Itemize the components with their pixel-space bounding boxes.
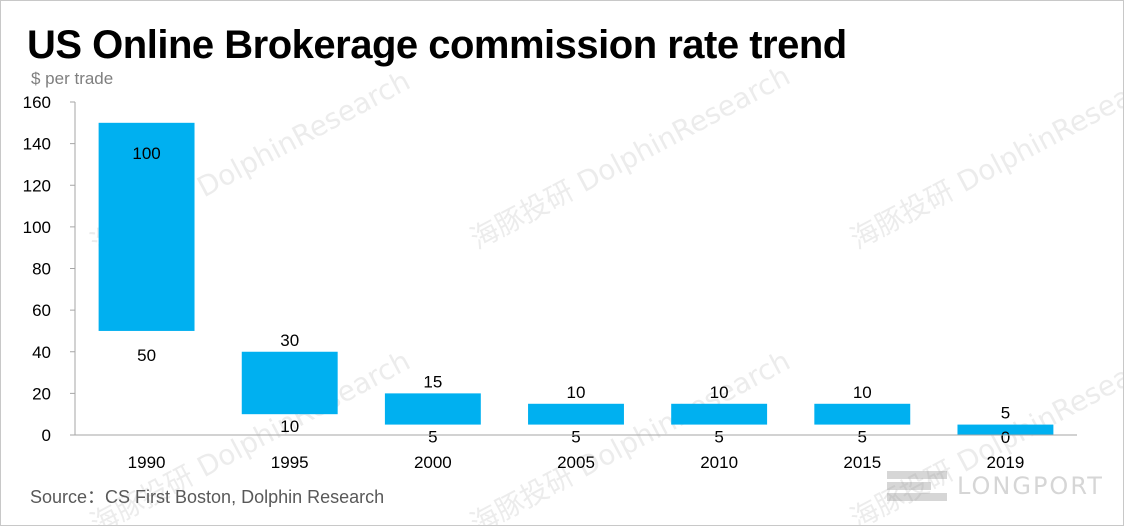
data-label-bottom-1995: 10 — [280, 417, 299, 436]
data-label-top-2000: 15 — [423, 372, 442, 391]
data-label-bottom-2005: 5 — [571, 428, 580, 447]
bar-2010 — [671, 403, 768, 425]
data-label-top-1995: 30 — [280, 331, 299, 350]
x-tick-label-2005: 2005 — [557, 453, 595, 472]
y-tick-label: 140 — [23, 135, 51, 154]
y-axis: 0 20 40 60 80 100 120 140 160 — [23, 93, 76, 445]
x-tick-label-2010: 2010 — [700, 453, 738, 472]
x-axis: 1990 1995 2000 2005 2010 2015 2019 — [75, 434, 1077, 472]
x-tick-label-1990: 1990 — [128, 453, 166, 472]
y-tick-label: 80 — [32, 260, 51, 279]
bars-group — [98, 122, 1054, 435]
y-tick-label: 120 — [23, 176, 51, 195]
data-label-bottom-2019: 0 — [1001, 428, 1010, 447]
y-tick-label: 0 — [42, 426, 51, 445]
x-tick-label-2015: 2015 — [843, 453, 881, 472]
y-tick-label: 20 — [32, 384, 51, 403]
y-tick-label: 40 — [32, 343, 51, 362]
data-label-bottom-2000: 5 — [428, 428, 437, 447]
x-tick-label-2000: 2000 — [414, 453, 452, 472]
data-label-top-2015: 10 — [853, 383, 872, 402]
bar-2005 — [528, 403, 624, 425]
x-tick-label-1995: 1995 — [271, 453, 309, 472]
bar-2015 — [814, 403, 911, 425]
bar-1990 — [98, 122, 195, 331]
data-label-bottom-1990: 50 — [137, 346, 156, 365]
data-label-top-2005: 10 — [567, 383, 586, 402]
brand-logo-text: LONGPORT — [957, 472, 1104, 500]
data-label-bottom-2015: 5 — [858, 428, 867, 447]
data-label-top-1990: 100 — [132, 144, 160, 163]
y-axis-unit-label: $ per trade — [31, 69, 114, 88]
brand-logo: LONGPORT — [887, 471, 1104, 501]
data-label-bottom-2010: 5 — [714, 428, 723, 447]
bar-1995 — [241, 351, 338, 415]
x-tick-label-2019: 2019 — [987, 453, 1025, 472]
bar-2000 — [384, 393, 481, 425]
y-tick-label: 100 — [23, 218, 51, 237]
y-tick-label: 60 — [32, 301, 51, 320]
brand-mark-icon — [887, 471, 947, 501]
data-label-top-2019: 5 — [1001, 404, 1010, 423]
data-label-top-2010: 10 — [710, 383, 729, 402]
bar-2019 — [957, 424, 1054, 435]
y-tick-label: 160 — [23, 93, 51, 112]
source-note: Source：CS First Boston, Dolphin Research — [30, 487, 385, 507]
chart-title: US Online Brokerage commission rate tren… — [27, 23, 847, 67]
